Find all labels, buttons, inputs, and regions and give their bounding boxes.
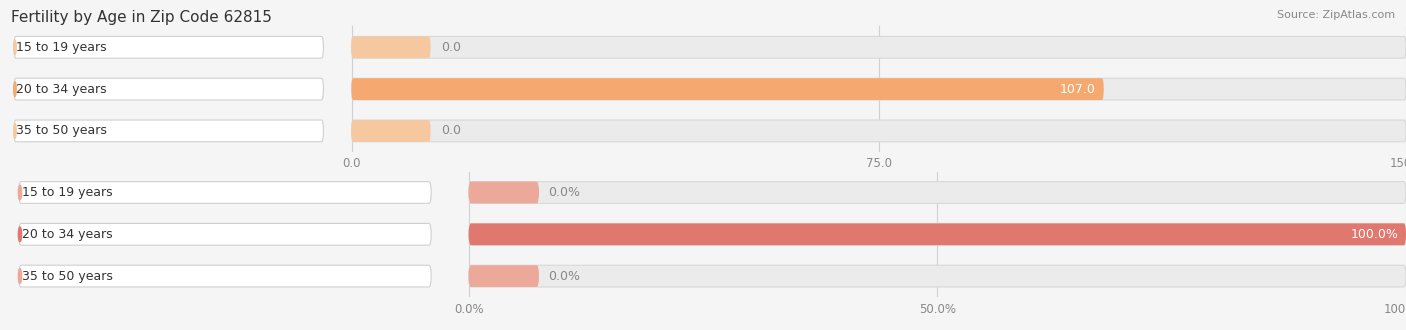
Text: 15 to 19 years: 15 to 19 years (17, 41, 107, 54)
Circle shape (14, 82, 17, 96)
Text: 0.0%: 0.0% (548, 186, 581, 199)
FancyBboxPatch shape (352, 120, 1406, 142)
Text: Source: ZipAtlas.com: Source: ZipAtlas.com (1277, 10, 1395, 20)
Text: 35 to 50 years: 35 to 50 years (17, 124, 107, 137)
Text: 35 to 50 years: 35 to 50 years (22, 270, 112, 282)
FancyBboxPatch shape (352, 78, 1406, 100)
Text: 20 to 34 years: 20 to 34 years (22, 228, 112, 241)
FancyBboxPatch shape (468, 223, 1406, 245)
FancyBboxPatch shape (468, 265, 1406, 287)
Text: 107.0: 107.0 (1059, 82, 1095, 96)
Text: 20 to 34 years: 20 to 34 years (17, 82, 107, 96)
FancyBboxPatch shape (14, 36, 323, 58)
FancyBboxPatch shape (468, 182, 538, 203)
FancyBboxPatch shape (468, 182, 1406, 203)
FancyBboxPatch shape (18, 182, 432, 203)
Circle shape (18, 185, 21, 200)
Circle shape (18, 227, 21, 242)
FancyBboxPatch shape (352, 36, 430, 58)
FancyBboxPatch shape (352, 120, 430, 142)
Circle shape (18, 269, 21, 283)
Text: 0.0%: 0.0% (548, 270, 581, 282)
Text: Fertility by Age in Zip Code 62815: Fertility by Age in Zip Code 62815 (11, 10, 273, 25)
Text: 100.0%: 100.0% (1351, 228, 1399, 241)
Circle shape (14, 124, 17, 138)
FancyBboxPatch shape (18, 265, 432, 287)
FancyBboxPatch shape (14, 120, 323, 142)
FancyBboxPatch shape (352, 36, 1406, 58)
Circle shape (14, 40, 17, 54)
FancyBboxPatch shape (14, 78, 323, 100)
FancyBboxPatch shape (18, 223, 432, 245)
FancyBboxPatch shape (468, 223, 1406, 245)
Text: 0.0: 0.0 (441, 41, 461, 54)
FancyBboxPatch shape (468, 265, 538, 287)
FancyBboxPatch shape (352, 78, 1104, 100)
Text: 0.0: 0.0 (441, 124, 461, 137)
Text: 15 to 19 years: 15 to 19 years (22, 186, 112, 199)
